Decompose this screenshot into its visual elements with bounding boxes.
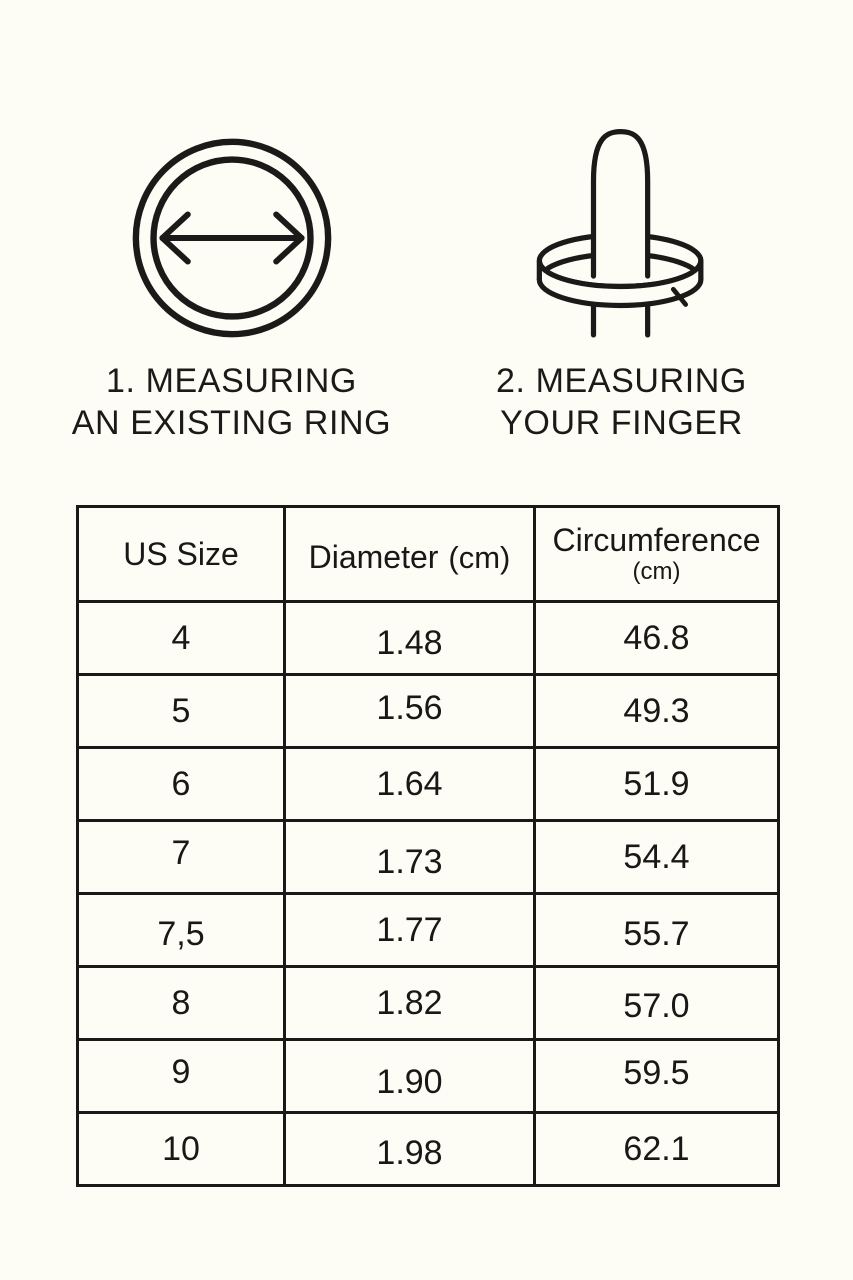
ring-diameter-icon — [132, 138, 331, 338]
diameter-arrow-icon — [158, 211, 305, 265]
circumference-header-unit: (cm) — [632, 558, 681, 585]
us-size-cell: 4 — [76, 600, 286, 676]
circumference-cell: 54.4 — [533, 819, 780, 895]
diameter-cell: 1.48 — [283, 600, 536, 676]
measure-finger-figure: 2. MEASURING YOUR FINGER — [427, 118, 817, 444]
figure-caption: 1. MEASURING AN EXISTING RING — [72, 360, 391, 444]
diameter-cell: 1.82 — [283, 965, 536, 1041]
table-row: 7 1.73 54.4 — [76, 819, 780, 895]
diameter-cell: 1.73 — [283, 819, 536, 895]
diameter-header: Diameter (cm) — [283, 505, 536, 603]
table-row: 8 1.82 57.0 — [76, 965, 780, 1041]
us-size-header-label: US Size — [123, 535, 239, 572]
us-size-cell: 5 — [76, 673, 286, 749]
measure-existing-ring-figure: 1. MEASURING AN EXISTING RING — [37, 118, 427, 444]
circumference-cell: 59.5 — [533, 1038, 780, 1114]
diameter-cell: 1.90 — [283, 1038, 536, 1114]
finger-ring-icon-box — [522, 118, 722, 358]
us-size-cell: 7,5 — [76, 892, 286, 968]
circumference-cell: 57.0 — [533, 965, 780, 1041]
finger-ring-icon — [536, 128, 703, 338]
us-size-cell: 9 — [76, 1038, 286, 1114]
figure-caption: 2. MEASURING YOUR FINGER — [496, 360, 747, 444]
us-size-cell: 8 — [76, 965, 286, 1041]
diameter-cell: 1.77 — [283, 892, 536, 968]
size-table-header: US Size Diameter (cm) Circumference (cm) — [76, 505, 780, 603]
table-row: 4 1.48 46.8 — [76, 600, 780, 676]
diameter-header-label: Diameter — [308, 538, 439, 575]
size-table-body: 4 1.48 46.8 5 1.56 49.3 6 1.64 51.9 7 1.73 54.4 7,5 1… — [76, 600, 780, 1187]
table-row: 9 1.90 59.5 — [76, 1038, 780, 1114]
ring-diameter-icon-box — [129, 118, 335, 358]
figure-caption-line1: 1. MEASURING — [106, 362, 357, 400]
figure-caption-line2: YOUR FINGER — [500, 404, 743, 442]
circumference-cell: 55.7 — [533, 892, 780, 968]
diameter-cell: 1.64 — [283, 746, 536, 822]
us-size-cell: 7 — [76, 819, 286, 895]
circumference-cell: 46.8 — [533, 600, 780, 676]
figure-caption-line1: 2. MEASURING — [496, 362, 747, 400]
circumference-cell: 49.3 — [533, 673, 780, 749]
diameter-cell: 1.56 — [283, 673, 536, 749]
us-size-cell: 10 — [76, 1111, 286, 1187]
header-row: US Size Diameter (cm) Circumference (cm) — [76, 505, 780, 603]
size-table-section: US Size Diameter (cm) Circumference (cm) … — [76, 505, 780, 1187]
table-row: 5 1.56 49.3 — [76, 673, 780, 749]
measuring-illustrations: 1. MEASURING AN EXISTING RING — [0, 118, 853, 444]
circumference-cell: 51.9 — [533, 746, 780, 822]
table-row: 10 1.98 62.1 — [76, 1111, 780, 1187]
us-size-header: US Size — [76, 505, 286, 603]
us-size-cell: 6 — [76, 746, 286, 822]
circumference-header-label: Circumference — [552, 522, 761, 558]
table-row: 6 1.64 51.9 — [76, 746, 780, 822]
diameter-header-unit: (cm) — [448, 539, 511, 575]
figure-caption-line2: AN EXISTING RING — [71, 404, 392, 442]
table-row: 7,5 1.77 55.7 — [76, 892, 780, 968]
circumference-header: Circumference (cm) — [533, 505, 780, 603]
diameter-cell: 1.98 — [283, 1111, 536, 1187]
ring-size-table: US Size Diameter (cm) Circumference (cm) … — [76, 505, 780, 1187]
circumference-cell: 62.1 — [533, 1111, 780, 1187]
